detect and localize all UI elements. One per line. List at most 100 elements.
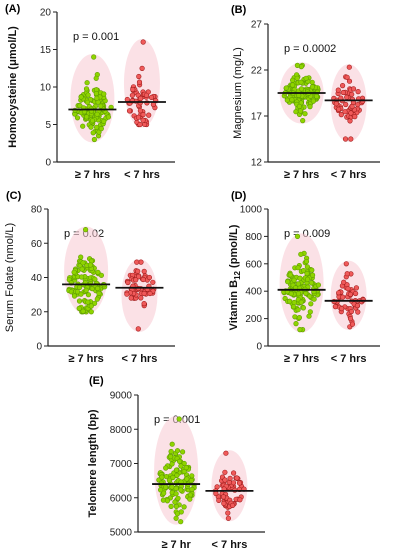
y-tick-label: 20 bbox=[40, 8, 52, 19]
group-short-sleep bbox=[324, 260, 373, 330]
data-point bbox=[178, 519, 184, 525]
data-point bbox=[105, 114, 111, 120]
group-long-sleep bbox=[152, 415, 201, 525]
data-point bbox=[71, 269, 77, 275]
data-point bbox=[175, 495, 181, 501]
y-tick-label: 12 bbox=[251, 158, 263, 169]
data-point bbox=[295, 307, 301, 313]
data-point bbox=[339, 306, 345, 312]
data-point bbox=[158, 487, 164, 493]
data-point bbox=[138, 295, 144, 301]
data-point bbox=[216, 497, 222, 504]
data-point bbox=[140, 39, 146, 45]
data-point bbox=[129, 92, 135, 98]
data-point bbox=[187, 496, 193, 502]
data-point bbox=[344, 94, 350, 100]
data-point bbox=[306, 313, 312, 319]
y-tick-label: 0 bbox=[36, 342, 42, 353]
data-point bbox=[141, 301, 147, 307]
data-point bbox=[146, 112, 152, 118]
data-point bbox=[344, 74, 350, 80]
y-tick-label: 40 bbox=[31, 273, 43, 284]
data-point bbox=[139, 65, 145, 71]
y-tick-label: 60 bbox=[31, 239, 43, 250]
y-tick-label: 7000 bbox=[110, 459, 133, 470]
data-point bbox=[92, 276, 98, 282]
data-point bbox=[89, 118, 96, 124]
data-point bbox=[164, 498, 170, 504]
distribution-cloud bbox=[330, 64, 367, 142]
data-point bbox=[178, 463, 184, 469]
data-point bbox=[87, 262, 93, 268]
data-point bbox=[300, 268, 307, 274]
data-point bbox=[355, 101, 361, 108]
data-point bbox=[302, 111, 308, 117]
data-point bbox=[137, 121, 143, 128]
data-point bbox=[173, 491, 179, 497]
y-tick-label: 0 bbox=[256, 342, 262, 353]
data-point bbox=[146, 274, 152, 281]
panel-b: (B) 12 17 22 27 Magnesium (mg/L) p = 0.0002 ≥ 7… bbox=[231, 4, 380, 181]
data-point bbox=[98, 103, 104, 109]
y-tick-label: 6000 bbox=[110, 493, 133, 504]
data-point bbox=[136, 79, 143, 85]
data-point bbox=[349, 321, 356, 327]
data-point bbox=[173, 485, 179, 492]
data-point bbox=[304, 264, 311, 270]
panel-label: (A) bbox=[5, 3, 21, 15]
y-tick-label: 15 bbox=[40, 45, 52, 56]
data-point bbox=[308, 301, 314, 307]
data-point bbox=[76, 298, 83, 304]
data-point bbox=[355, 309, 361, 315]
data-point bbox=[176, 416, 182, 422]
data-point bbox=[135, 114, 142, 120]
data-point bbox=[169, 441, 175, 447]
data-point bbox=[78, 94, 84, 100]
data-point bbox=[181, 504, 187, 510]
data-point bbox=[140, 276, 146, 283]
data-point bbox=[309, 84, 316, 90]
data-point bbox=[128, 295, 134, 301]
y-tick-label: 5 bbox=[45, 120, 51, 131]
data-point bbox=[343, 261, 349, 267]
data-point bbox=[311, 296, 317, 302]
panel-e: (E) 5000 6000 7000 8000 9000 Telomere length (… bbox=[87, 375, 265, 550]
y-tick-label: 5000 bbox=[110, 528, 133, 539]
data-point bbox=[294, 75, 300, 81]
data-point bbox=[298, 79, 304, 85]
y-tick-label: 1000 bbox=[240, 205, 263, 216]
data-point bbox=[138, 95, 144, 101]
data-point bbox=[300, 117, 306, 124]
y-tick-label: 0 bbox=[45, 158, 51, 169]
data-point bbox=[187, 492, 193, 498]
data-point bbox=[168, 503, 174, 510]
data-point bbox=[354, 303, 361, 309]
data-point bbox=[137, 108, 143, 114]
group-short-sleep bbox=[117, 39, 166, 128]
x-category-label: < 7 hrs bbox=[212, 539, 248, 550]
y-axis-label: Homocysteine (μmol/L) bbox=[7, 26, 19, 148]
data-point bbox=[349, 91, 355, 97]
data-point bbox=[84, 80, 90, 86]
data-point bbox=[101, 118, 107, 124]
data-point bbox=[296, 315, 303, 321]
data-point bbox=[308, 280, 315, 286]
x-category-label: ≥ 7 hrs bbox=[284, 353, 319, 365]
data-point bbox=[80, 260, 86, 266]
data-point bbox=[287, 272, 293, 278]
panel-d: (D) 0 200 400 600 800 1000 Vitamin B12 (pmol/L)… bbox=[228, 190, 380, 365]
data-point bbox=[292, 314, 298, 320]
data-point bbox=[236, 480, 243, 486]
data-point bbox=[94, 111, 100, 117]
group-long-sleep bbox=[68, 54, 117, 143]
data-point bbox=[213, 490, 219, 497]
data-point bbox=[307, 309, 313, 315]
data-point bbox=[168, 448, 174, 455]
data-point bbox=[298, 86, 305, 92]
y-axis-label: Vitamin B12 (pmol/L) bbox=[228, 224, 242, 330]
data-point bbox=[341, 279, 347, 285]
data-point bbox=[290, 77, 296, 83]
y-axis-label: Telomere length (bp) bbox=[87, 409, 99, 517]
panel-label: (D) bbox=[231, 190, 247, 202]
data-point bbox=[298, 251, 304, 257]
